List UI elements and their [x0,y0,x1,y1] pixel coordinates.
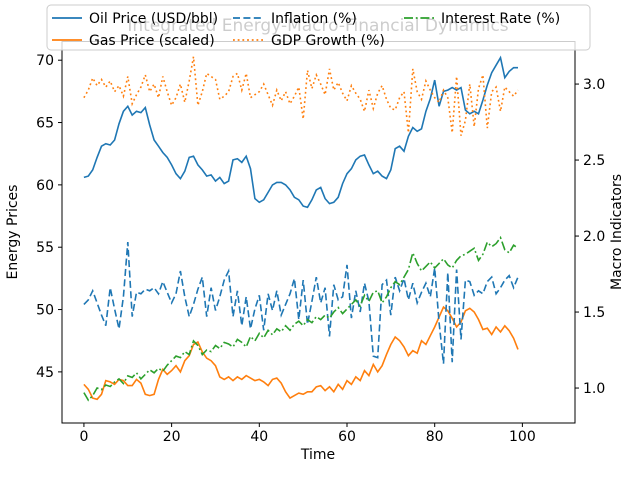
left-y-tick-label: 45 [36,365,54,381]
right-y-axis-label: Macro Indicators [609,174,625,290]
x-tick-label: 100 [509,429,536,445]
left-y-axis-label: Energy Prices [5,185,21,280]
left-y-tick-label: 65 [36,116,54,132]
x-tick-label: 20 [163,429,181,445]
legend-label-gdp-growth: GDP Growth (%) [271,33,385,49]
axes: 0 20 40 60 80 100 45 50 55 60 65 70 1.0 1.5 2.0 2.5 3.0 [36,41,605,445]
right-y-tick-label: 2.5 [583,153,605,169]
right-y-tick-label: 3.0 [583,77,605,93]
left-y-tick-label: 55 [36,240,54,256]
legend-frame [46,4,591,51]
left-y-tick-label: 70 [36,53,54,69]
x-axis-label: Time [300,447,335,463]
right-y-tick-label: 1.5 [583,305,605,321]
series-line-1 [83,55,518,209]
right-y-tick-label: 2.0 [583,229,605,245]
x-tick-label: 60 [338,429,356,445]
x-tick-label: 80 [426,429,444,445]
left-y-tick-label: 60 [36,178,54,194]
series-line-3 [83,242,519,364]
right-y-tick-label: 1.0 [583,381,605,397]
legend-label-interest-rate: Interest Rate (%) [441,11,560,27]
series-line-4 [83,56,519,136]
legend-label-inflation: Inflation (%) [271,11,357,27]
plot-border [61,41,576,424]
left-y-tick-label: 50 [36,303,54,319]
legend: Oil Price (USD/bbl) Gas Price (scaled) I… [46,4,591,51]
x-tick-label: 40 [250,429,268,445]
series-lines [83,55,519,402]
legend-label-gas-price: Gas Price (scaled) [89,33,215,49]
series-line-5 [83,235,519,402]
legend-label-oil-price: Oil Price (USD/bbl) [89,11,218,27]
x-tick-label: 0 [79,429,88,445]
